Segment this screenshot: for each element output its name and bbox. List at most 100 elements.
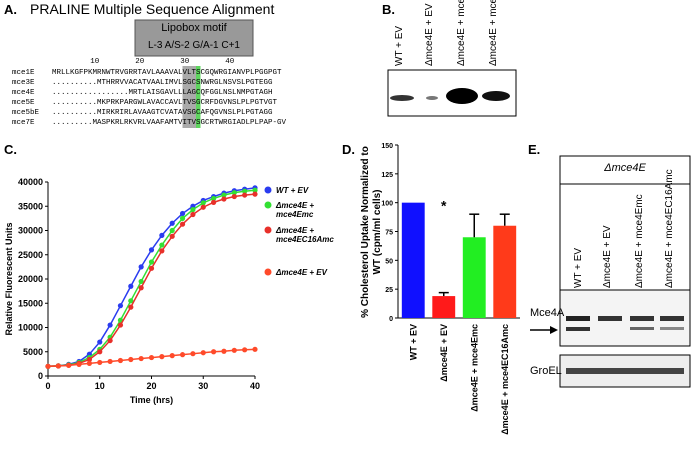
legend-marker	[264, 268, 272, 276]
lane-label: Δmce4E + EV	[602, 225, 613, 288]
panel-label: B.	[382, 2, 395, 17]
lane-label: WT + EV	[394, 26, 405, 66]
point	[200, 350, 206, 356]
band	[660, 316, 684, 321]
sequence-name: mce4E	[12, 89, 35, 97]
point	[148, 259, 155, 265]
point	[159, 232, 165, 238]
point	[86, 356, 92, 363]
band	[482, 91, 510, 101]
y-tick-label: 10000	[18, 323, 43, 333]
lane-label: Δmce4E + mce4Emc	[456, 0, 467, 66]
sequence-name: mce1E	[12, 69, 35, 77]
point	[221, 192, 227, 198]
x-tick-label: 20	[146, 381, 156, 391]
point	[138, 264, 144, 270]
sequence: .........MASPKRLRKVRLVAAFAMTVITVSGCRTWRG…	[52, 119, 286, 127]
band	[630, 327, 654, 330]
legend-label: Δmce4E + mce4EC16Amc	[276, 226, 334, 244]
point	[117, 303, 124, 309]
annotation: *	[441, 198, 447, 214]
point	[200, 204, 206, 210]
point	[159, 242, 165, 248]
band	[390, 95, 414, 101]
point	[128, 298, 134, 304]
lane-label: Δmce4E + EV	[424, 3, 435, 66]
point	[148, 265, 155, 271]
y-axis-label: % Cholesterol Uptake Normalized to WT (c…	[360, 145, 383, 318]
point	[148, 247, 155, 253]
point	[169, 220, 175, 226]
point	[138, 355, 144, 362]
y-tick-label: 0	[389, 316, 393, 323]
sequence-name: mce3E	[12, 79, 35, 87]
point	[231, 193, 237, 200]
point	[221, 196, 227, 202]
sequence: ..........MIRKRIRLAVAAGTCVATAVSGCAFQGVNS…	[52, 109, 273, 117]
bar	[462, 237, 486, 318]
sequence: MRLLKGFPKMRNWTRVGRRTAVLAAAVALVLTSCGQWRGI…	[52, 69, 282, 77]
bar	[493, 225, 517, 318]
point	[179, 215, 186, 221]
point	[55, 363, 61, 369]
point	[211, 195, 217, 202]
point	[190, 211, 196, 218]
blot-label: GroEL	[530, 365, 562, 377]
point	[242, 188, 248, 194]
legend-label: Δmce4E + EV	[276, 268, 327, 277]
lane-label: Δmce4E + mce4Emc	[634, 194, 645, 288]
blot-label: Mce4A	[530, 307, 565, 319]
y-axis-label: Relative Fluorescent Units	[4, 222, 14, 335]
motif-cys	[196, 66, 201, 128]
point	[138, 285, 144, 291]
legend-label: WT + EV	[276, 186, 309, 195]
y-tick-label: 150	[381, 143, 393, 150]
header: Δmce4E	[603, 162, 646, 174]
sequence-name: mce7E	[12, 119, 35, 127]
sequence-name: mce5E	[12, 99, 35, 107]
point	[179, 221, 186, 227]
point	[252, 346, 258, 352]
band	[566, 368, 684, 374]
lane-label: Δmce4E + mce4EC16Amc	[664, 169, 675, 288]
point	[159, 354, 165, 360]
band	[630, 316, 654, 321]
panel-label: D.	[342, 142, 355, 157]
sequence: ..........MTHRRVVACATVAALIMVLSGCSNWRGLNS…	[52, 79, 273, 87]
point	[66, 362, 72, 368]
band	[660, 327, 684, 330]
point	[97, 349, 103, 355]
x-tick-label: 30	[198, 381, 208, 391]
y-tick-label: 50	[385, 258, 393, 265]
series-line	[47, 193, 256, 368]
point	[169, 353, 175, 359]
point	[169, 233, 175, 239]
point	[211, 349, 217, 355]
point	[148, 354, 155, 361]
point	[231, 347, 237, 353]
motif-box	[134, 19, 254, 57]
point	[242, 347, 248, 353]
y-tick-label: 40000	[18, 177, 43, 187]
point	[76, 361, 82, 367]
legend-marker	[264, 226, 272, 234]
legend-marker	[264, 186, 272, 194]
x-tick-label: 10	[95, 381, 105, 391]
point	[107, 337, 113, 344]
point	[179, 352, 186, 358]
y-tick-label: 30000	[18, 226, 43, 236]
x-tick-label: 0	[45, 381, 50, 391]
lane-label: Δmce4E + mce4EC16Amc	[488, 0, 499, 66]
panel-label: A.	[4, 2, 17, 17]
x-tick-label: Δmce4E + EV	[439, 324, 449, 382]
ruler-label: 30	[180, 58, 190, 66]
point	[128, 304, 134, 310]
bar	[401, 202, 425, 318]
point	[242, 192, 248, 198]
bar	[432, 296, 456, 318]
band	[598, 316, 622, 321]
point	[107, 322, 113, 328]
point	[97, 339, 103, 345]
y-tick-label: 0	[38, 371, 43, 381]
legend-label: Δmce4E + mce4Emc	[276, 201, 315, 219]
